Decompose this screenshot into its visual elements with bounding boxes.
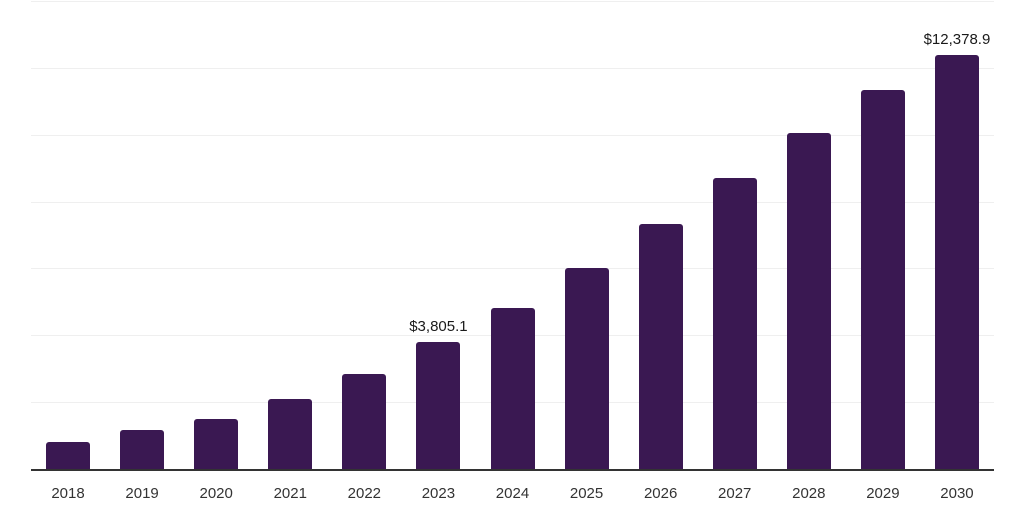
bar-2023[interactable] — [416, 341, 461, 469]
gridline-14000 — [31, 1, 994, 2]
x-tick-2026: 2026 — [643, 485, 678, 502]
bar-2020[interactable] — [194, 418, 239, 469]
bar-2027[interactable] — [712, 178, 757, 469]
x-axis-line — [31, 469, 994, 471]
bar-2019[interactable] — [120, 429, 165, 469]
gridline-12000 — [31, 67, 994, 69]
gridline-10000 — [31, 134, 994, 136]
bar-2030[interactable] — [934, 55, 979, 469]
bar-2026[interactable] — [638, 223, 683, 469]
bar-2029[interactable] — [860, 89, 905, 469]
x-tick-2022: 2022 — [347, 485, 382, 502]
x-tick-2030: 2030 — [940, 485, 974, 502]
x-tick-2025: 2025 — [569, 485, 604, 502]
x-tick-2020: 2020 — [199, 485, 233, 502]
gridline-6000 — [31, 268, 994, 270]
value-label-2030: $12,378.9 — [923, 31, 991, 49]
x-tick-2023: 2023 — [421, 485, 456, 502]
x-tick-2028: 2028 — [792, 485, 826, 502]
bar-2021[interactable] — [268, 399, 313, 469]
x-tick-2018: 2018 — [51, 485, 85, 502]
x-tick-2019: 2019 — [125, 485, 159, 502]
x-tick-2021: 2021 — [273, 485, 307, 502]
x-tick-2029: 2029 — [866, 485, 900, 502]
bar-2028[interactable] — [786, 132, 831, 469]
bar-2024[interactable] — [490, 307, 535, 469]
x-tick-2024: 2024 — [495, 485, 530, 502]
bar-2018[interactable] — [46, 441, 91, 469]
gridline-8000 — [31, 201, 994, 203]
x-tick-2027: 2027 — [718, 485, 752, 502]
value-label-2023: $3,805.1 — [409, 317, 468, 335]
bar-2022[interactable] — [342, 374, 387, 469]
bar-2025[interactable] — [564, 267, 609, 469]
